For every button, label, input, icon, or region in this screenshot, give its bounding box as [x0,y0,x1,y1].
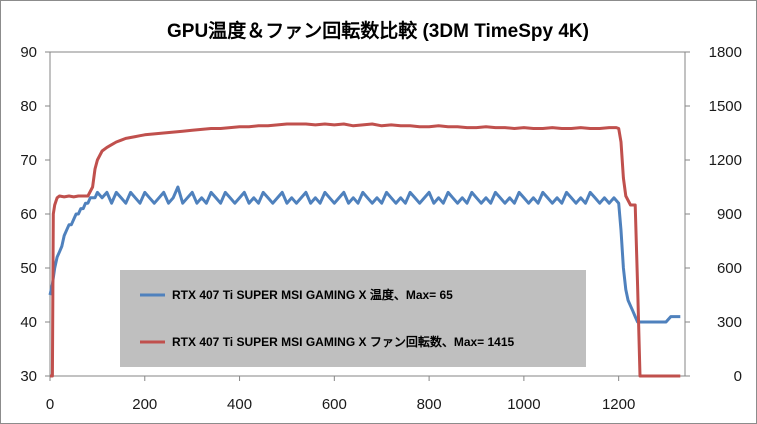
x-tick-label: 600 [322,396,347,413]
legend-label-temperature: RTX 407 Ti SUPER MSI GAMING X 温度、Max= 65 [172,287,453,302]
y-tick-label: 60 [20,206,37,223]
series-lines [48,122,681,378]
y-tick-label: 30 [20,368,37,385]
series-line-temperature [48,185,681,324]
y-tick-label: 40 [20,314,37,331]
x-tick-label: 1000 [507,396,540,413]
y-tick-label: 90 [20,44,37,61]
y2-tick-label: 1500 [709,98,742,115]
x-tick-label: 200 [132,396,157,413]
y-tick-label: 50 [20,260,37,277]
x-tick-label: 800 [417,396,442,413]
y2-tick-label: 0 [734,368,742,385]
chart-title: GPU温度＆ファン回転数比較 (3DM TimeSpy 4K) [167,19,589,42]
legend-box [120,270,586,367]
x-tick-label: 400 [227,396,252,413]
y2-tick-label: 1800 [709,44,742,61]
x-tick-label: 0 [46,396,54,413]
x-tick-label: 1200 [602,396,635,413]
axes: 0 200 400 600 800 1000 12003040506070809003006… [20,44,742,413]
y2-tick-label: 600 [717,260,742,277]
y2-tick-label: 1200 [709,152,742,169]
legend-label-fan-speed: RTX 407 Ti SUPER MSI GAMING X ファン回転数、Max… [172,334,515,349]
y-tick-label: 80 [20,98,37,115]
y2-tick-label: 900 [717,206,742,223]
y-tick-label: 70 [20,152,37,169]
y2-tick-label: 300 [717,314,742,331]
legend: RTX 407 Ti SUPER MSI GAMING X 温度、Max= 65… [120,270,586,367]
series-line-fan-speed [50,122,681,378]
